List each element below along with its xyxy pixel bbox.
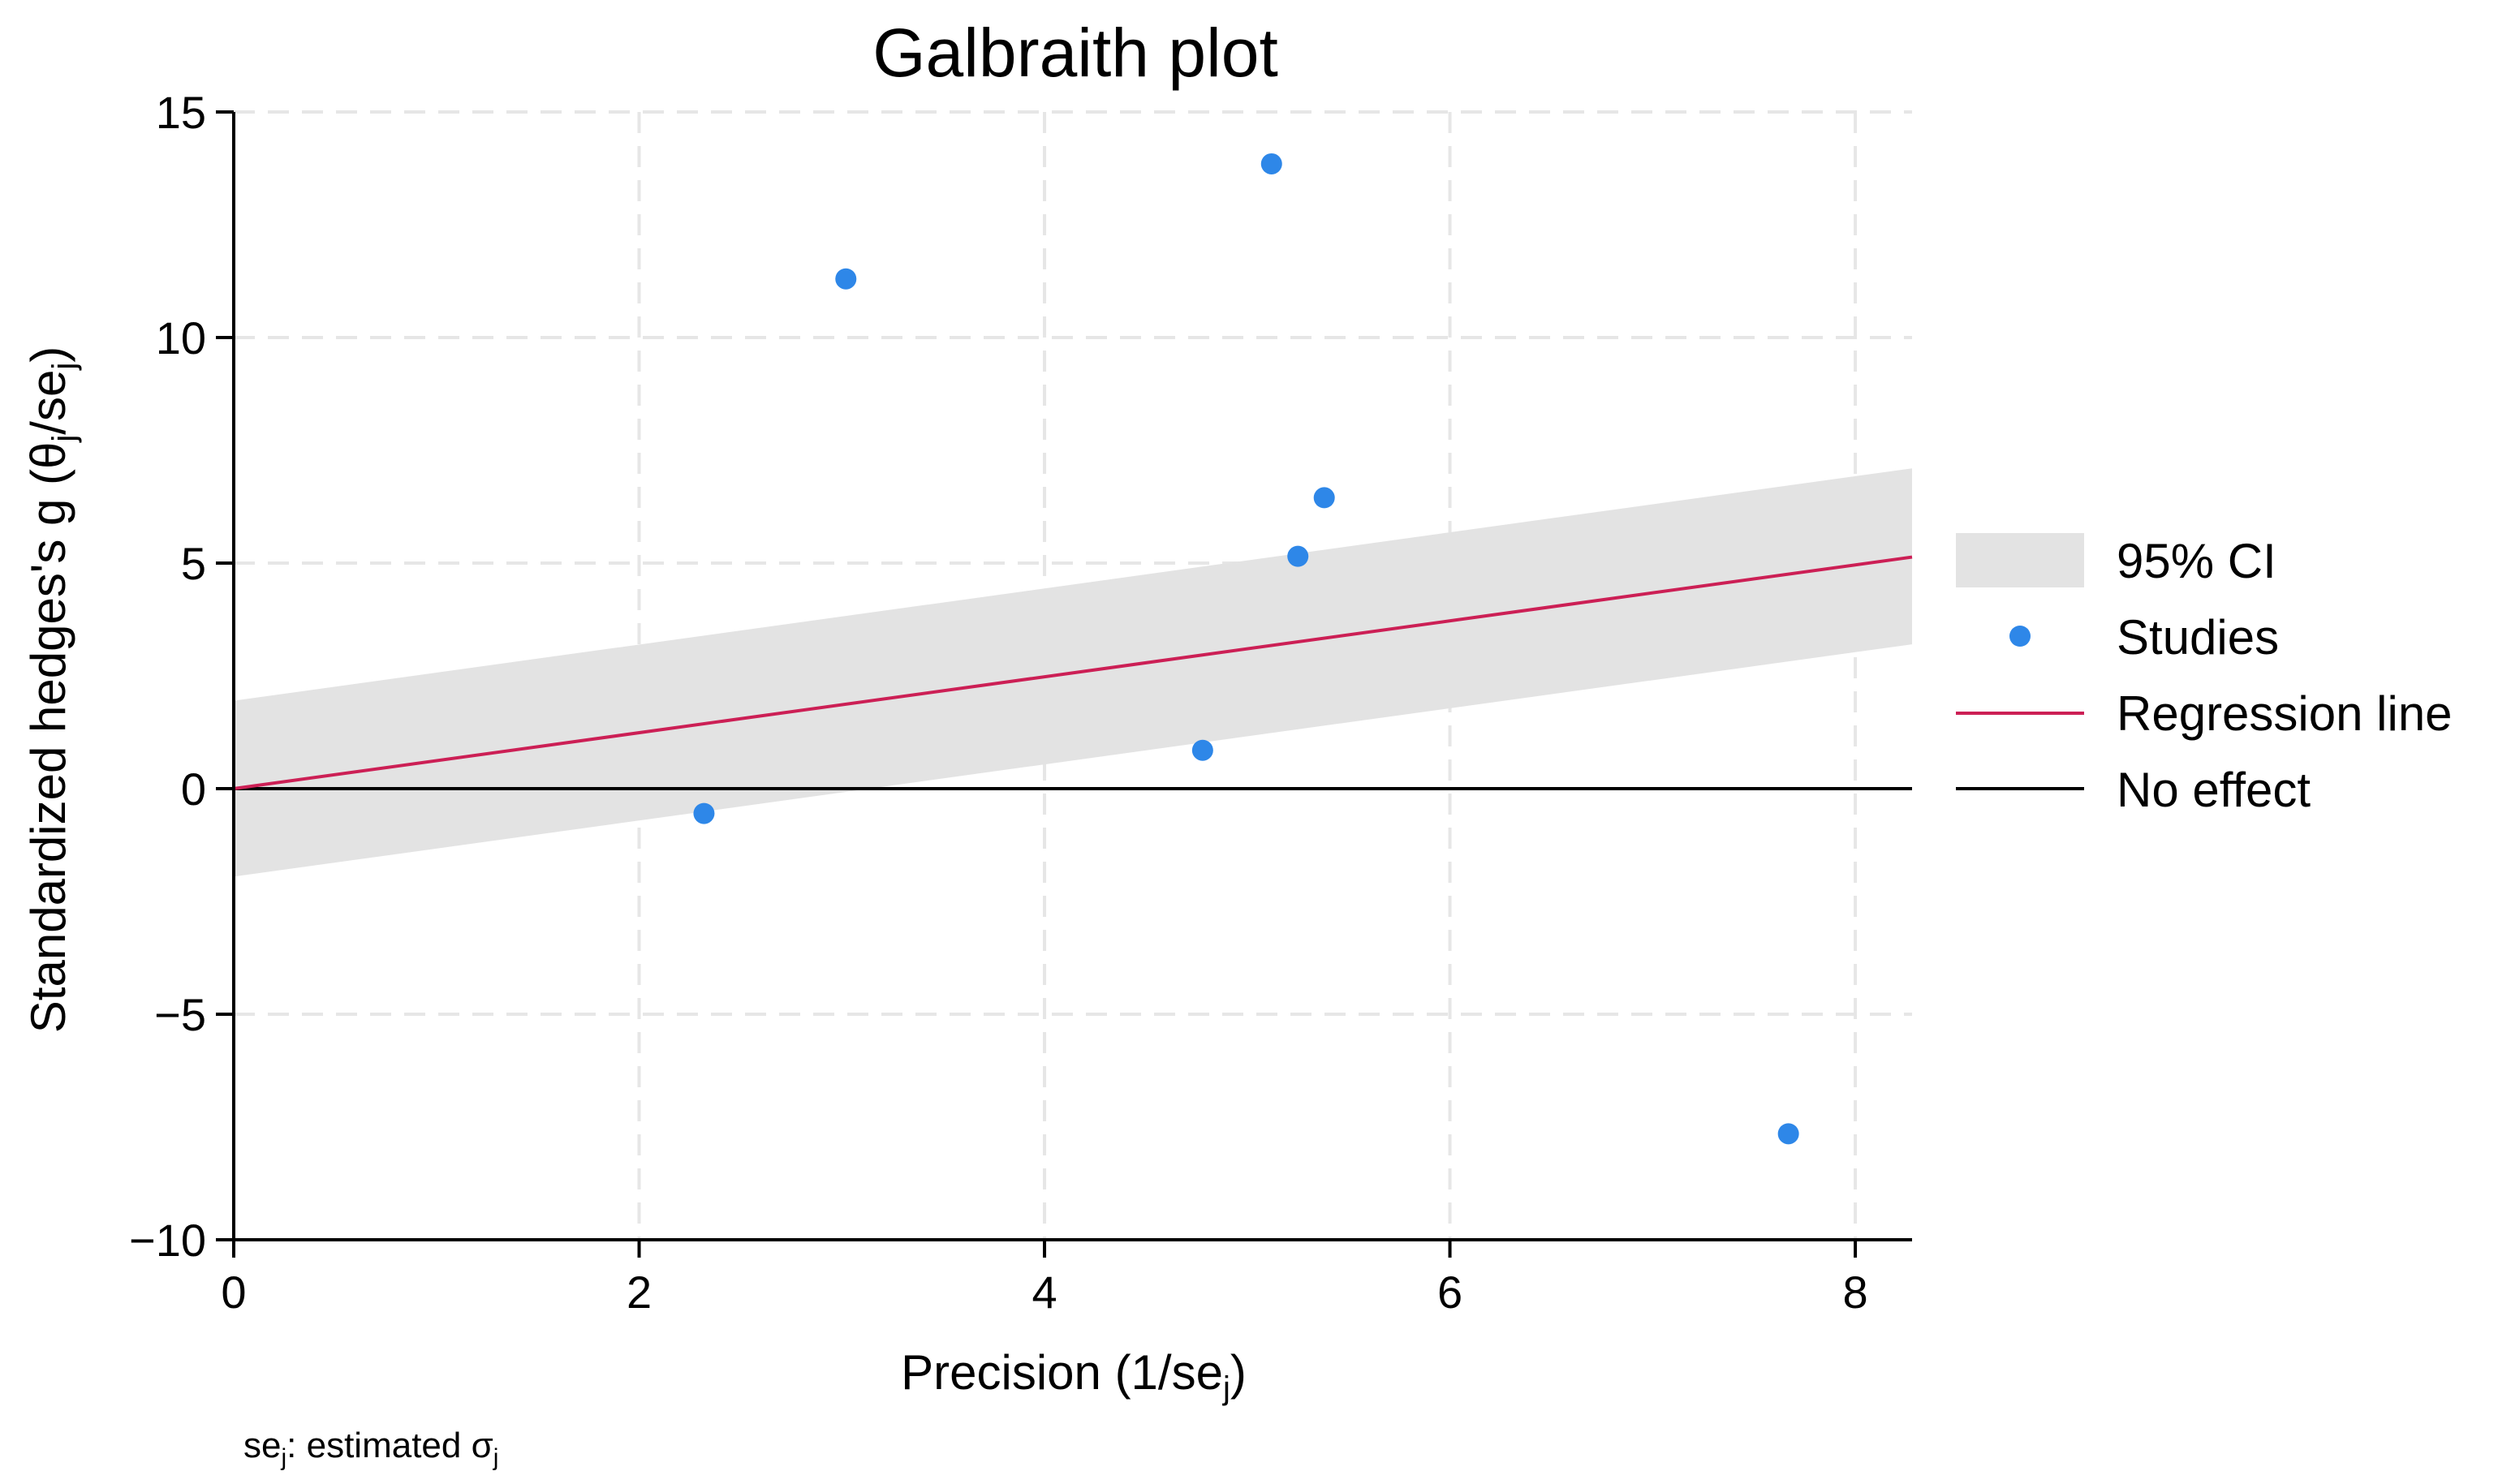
- x-tick-label: 6: [1437, 1267, 1462, 1318]
- legend-swatch-studies: [2009, 626, 2031, 647]
- y-axis-title-tail: ): [21, 346, 75, 363]
- x-axis-title-tail: ): [1230, 1345, 1247, 1400]
- y-tick-label: −5: [154, 989, 206, 1040]
- footnote-text: : estimated σ: [286, 1426, 493, 1465]
- study-point: [1313, 487, 1335, 509]
- y-axis-title: Standardized hedges's g (θj/sej): [21, 346, 82, 1033]
- y-tick-label: 0: [181, 764, 206, 815]
- x-tick-label: 2: [627, 1267, 652, 1318]
- legend-label-ci: 95% CI: [2117, 534, 2276, 588]
- regression-line: [233, 555, 1913, 790]
- x-tick-label: 8: [1842, 1267, 1867, 1318]
- legend-label-studies: Studies: [2117, 610, 2279, 665]
- x-tick-label: 0: [221, 1267, 246, 1318]
- legend-swatch-ci: [1956, 533, 2084, 587]
- y-axis-title-subscript-2: j: [46, 363, 82, 371]
- study-point: [835, 268, 857, 290]
- y-tick-label: −10: [129, 1215, 206, 1266]
- footnote-prefix: se: [243, 1426, 281, 1465]
- study-point: [1191, 739, 1213, 761]
- x-tick-label: 4: [1032, 1267, 1057, 1318]
- study-points-layer: [693, 153, 1799, 1145]
- study-point: [1777, 1123, 1799, 1145]
- y-tick-label: 15: [156, 87, 206, 138]
- axes-layer: −10 −5 0 5 10 15 0 2 4 6 8: [129, 87, 1912, 1318]
- y-axis-title-main: Standardized hedges's g (θ: [21, 442, 75, 1034]
- chart-title: Galbraith plot: [872, 15, 1278, 91]
- y-axis-title-subscript-1: j: [46, 435, 82, 443]
- y-tick-label: 5: [181, 538, 206, 589]
- x-axis-title-main: Precision (1/se: [901, 1345, 1223, 1400]
- footnote: sej: estimated σj: [243, 1426, 498, 1471]
- legend: 95% CI Studies Regression line No effect: [1956, 533, 2453, 817]
- footnote-subscript: j: [493, 1444, 499, 1471]
- y-axis-title-mid: /se: [21, 370, 75, 435]
- reference-lines-layer: [233, 555, 1913, 790]
- legend-label-regression: Regression line: [2117, 686, 2453, 741]
- x-axis-title-subscript: j: [1222, 1370, 1230, 1406]
- study-point: [693, 802, 715, 824]
- study-point: [1260, 153, 1282, 174]
- legend-label-no-effect: No effect: [2117, 763, 2311, 817]
- x-axis-title: Precision (1/sej): [901, 1345, 1247, 1406]
- study-point: [1287, 545, 1309, 567]
- footnote-prefix-subscript: j: [280, 1444, 286, 1471]
- y-tick-label: 10: [156, 312, 206, 363]
